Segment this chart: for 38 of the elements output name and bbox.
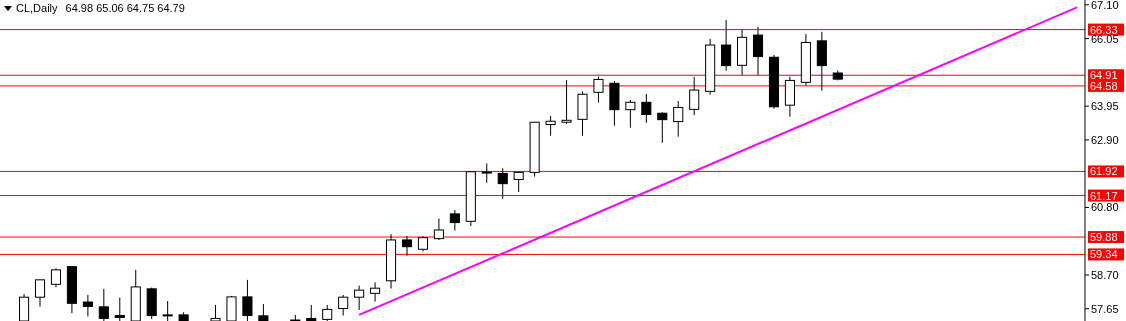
candlestick (721, 19, 732, 72)
y-tick-label: 58.70 (1091, 268, 1119, 281)
ref-line-label: 64.91 (1090, 69, 1118, 82)
candlestick (657, 111, 668, 144)
ref-line-label: 59.88 (1090, 231, 1118, 244)
candlestick (114, 297, 125, 321)
candlestick (673, 100, 684, 138)
candlestick (242, 279, 253, 321)
candlestick (449, 209, 460, 232)
candlestick (370, 281, 381, 303)
candlestick (338, 294, 349, 317)
chart-title: CL,Daily (16, 2, 58, 14)
chart-subtitle: 64.98 65.06 64.75 64.79 (65, 2, 185, 14)
candlestick (82, 294, 93, 317)
candlestick (625, 99, 636, 129)
y-tick-label: 63.95 (1091, 100, 1119, 113)
y-tick-label: 62.90 (1091, 133, 1119, 146)
ref-line-label: 59.34 (1090, 248, 1118, 261)
candlestick (98, 288, 109, 321)
candlestick (752, 26, 764, 76)
y-tick-label: 67.10 (1091, 0, 1119, 11)
candlestick (641, 93, 652, 124)
candlestick (561, 79, 572, 125)
candlestick (433, 217, 444, 241)
candlestick (401, 235, 413, 257)
ref-line-label: 61.92 (1090, 165, 1118, 178)
candlestick (34, 279, 46, 308)
ref-line-label: 61.17 (1090, 189, 1118, 202)
candlestick (481, 162, 492, 184)
candlestick (497, 167, 508, 200)
y-tick-label: 57.65 (1091, 302, 1119, 315)
candlestick (50, 267, 62, 288)
y-tick-label: 60.80 (1091, 201, 1119, 214)
ref-line-label: 64.58 (1090, 79, 1118, 92)
candlestick (689, 76, 700, 116)
candlestick (354, 285, 365, 311)
candlestick (545, 115, 556, 137)
candlestick (593, 76, 604, 104)
